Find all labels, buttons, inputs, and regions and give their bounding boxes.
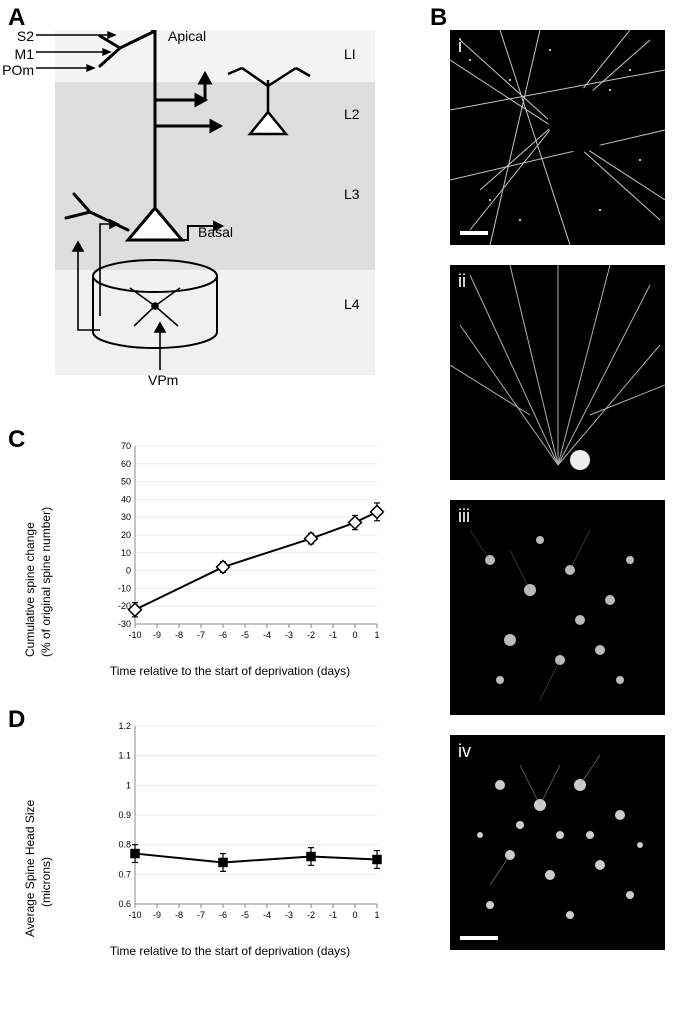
chart-d-ylabel1: Average Spine Head Size xyxy=(23,800,37,937)
micrograph-iii-label: iii xyxy=(458,506,470,527)
svg-text:0: 0 xyxy=(126,566,131,576)
micrograph-i: i xyxy=(450,30,665,245)
micrograph-iv-label: iv xyxy=(458,741,471,762)
svg-text:-7: -7 xyxy=(197,910,205,920)
svg-text:0.6: 0.6 xyxy=(118,899,131,909)
svg-text:-5: -5 xyxy=(241,630,249,640)
svg-text:-6: -6 xyxy=(219,910,227,920)
svg-text:-8: -8 xyxy=(175,630,183,640)
svg-text:60: 60 xyxy=(121,459,131,469)
panel-a-diagram xyxy=(0,30,380,380)
svg-text:-5: -5 xyxy=(241,910,249,920)
svg-text:-2: -2 xyxy=(307,910,315,920)
svg-text:10: 10 xyxy=(121,548,131,558)
micrograph-ii-label: ii xyxy=(458,271,466,292)
svg-text:0: 0 xyxy=(352,630,357,640)
svg-text:1.2: 1.2 xyxy=(118,721,131,731)
svg-text:-8: -8 xyxy=(175,910,183,920)
svg-text:-1: -1 xyxy=(329,910,337,920)
svg-text:-3: -3 xyxy=(285,630,293,640)
svg-text:-3: -3 xyxy=(285,910,293,920)
micrograph-iii: iii xyxy=(450,500,665,715)
panel-c-label: C xyxy=(8,426,25,454)
svg-text:0: 0 xyxy=(352,910,357,920)
svg-text:-10: -10 xyxy=(128,910,141,920)
svg-text:20: 20 xyxy=(121,530,131,540)
svg-text:-7: -7 xyxy=(197,630,205,640)
svg-text:-6: -6 xyxy=(219,630,227,640)
scale-bar-i xyxy=(460,231,488,235)
svg-text:-1: -1 xyxy=(329,630,337,640)
svg-text:1: 1 xyxy=(374,910,379,920)
svg-text:-10: -10 xyxy=(118,583,131,593)
micrograph-iv: iv xyxy=(450,735,665,950)
svg-text:40: 40 xyxy=(121,494,131,504)
svg-text:-30: -30 xyxy=(118,619,131,629)
micrograph-ii: ii xyxy=(450,265,665,480)
chart-c-ylabel2: (% of original spine number) xyxy=(39,507,53,657)
svg-text:0.7: 0.7 xyxy=(118,869,131,879)
svg-text:-4: -4 xyxy=(263,910,271,920)
chart-d-xlabel: Time relative to the start of deprivatio… xyxy=(70,944,390,958)
svg-text:-2: -2 xyxy=(307,630,315,640)
chart-c-ylabel1: Cumulative spine change xyxy=(23,522,37,657)
chart-c-xlabel: Time relative to the start of deprivatio… xyxy=(70,664,390,678)
svg-text:30: 30 xyxy=(121,512,131,522)
chart-c: -30 -2 0 -10 0 10 20 30 40 50 60 70 -10 -9 -8 -7 -6 -5 -4 -… xyxy=(105,440,385,650)
scale-bar-iv xyxy=(460,936,498,940)
micrograph-i-label: i xyxy=(458,36,462,57)
svg-text:-10: -10 xyxy=(128,630,141,640)
svg-text:0.9: 0.9 xyxy=(118,810,131,820)
svg-text:1: 1 xyxy=(126,780,131,790)
panel-b-label: B xyxy=(430,4,447,32)
svg-text:-9: -9 xyxy=(153,630,161,640)
svg-text:50: 50 xyxy=(121,477,131,487)
svg-text:0.8: 0.8 xyxy=(118,840,131,850)
svg-text:-9: -9 xyxy=(153,910,161,920)
svg-text:-4: -4 xyxy=(263,630,271,640)
svg-text:70: 70 xyxy=(121,441,131,451)
svg-text:1: 1 xyxy=(374,630,379,640)
svg-text:1.1: 1.1 xyxy=(118,751,131,761)
chart-d: 0.60.70.80.911.11.2-10-9-8-7-6-5-4-3-2-1… xyxy=(105,720,385,930)
panel-d-label: D xyxy=(8,706,25,734)
chart-d-ylabel2: (microns) xyxy=(39,857,53,907)
